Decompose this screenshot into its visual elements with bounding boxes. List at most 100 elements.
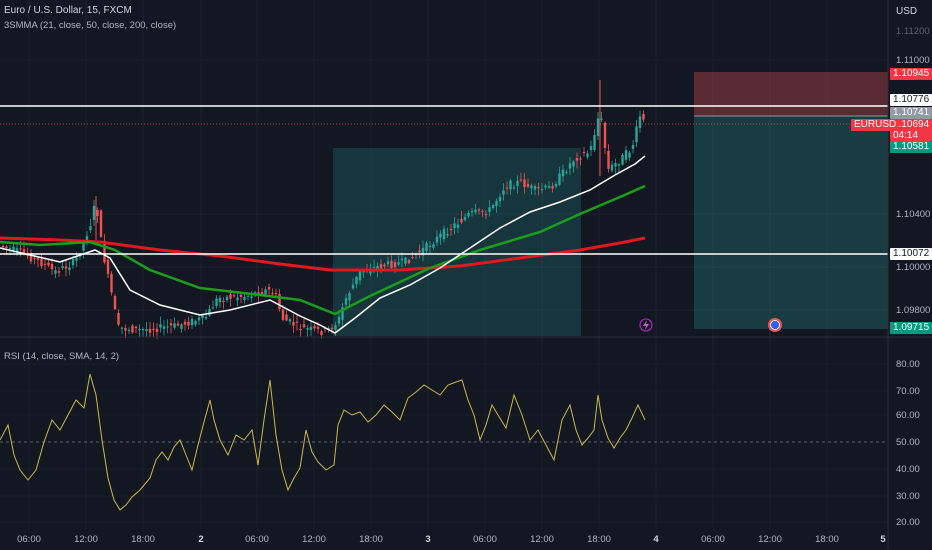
candle-body <box>495 200 498 207</box>
candle-body <box>456 224 460 228</box>
candle-body <box>295 321 299 323</box>
candle-body <box>54 270 57 274</box>
candle-body <box>173 323 176 328</box>
candle-body <box>190 318 194 326</box>
candle-body <box>159 324 162 328</box>
candle-body <box>127 330 131 332</box>
candle-body <box>229 294 232 299</box>
candle-body <box>614 163 617 167</box>
current-price-value: 1.10694 <box>893 119 930 130</box>
candle-body <box>558 173 561 185</box>
candle-body <box>428 246 432 248</box>
symbol-title[interactable]: Euro / U.S. Dollar, 15, FXCM <box>4 5 132 16</box>
candle-body <box>537 186 540 189</box>
candle-body <box>320 331 323 335</box>
candle-countdown: 04:14 <box>893 130 919 141</box>
candle-body <box>624 150 628 160</box>
rsi-tick: 30.00 <box>896 491 920 502</box>
candle-body <box>120 327 124 329</box>
candle-body <box>330 327 334 330</box>
candle-body <box>446 234 449 236</box>
candle-body <box>607 150 610 169</box>
candle-body <box>358 270 362 281</box>
candle-body <box>470 210 474 213</box>
candle-body <box>299 329 302 331</box>
candle-body <box>404 257 407 264</box>
time-label: 18:00 <box>815 534 839 545</box>
candle-body <box>33 257 36 259</box>
candle-body <box>565 171 568 173</box>
candle-body <box>281 309 285 320</box>
candle-body <box>579 158 582 160</box>
candle-body <box>89 226 92 231</box>
candle-body <box>278 293 281 310</box>
price-tick: 1.11000 <box>896 55 930 66</box>
candle-body <box>110 273 113 293</box>
rsi-tick: 80.00 <box>896 359 920 370</box>
candle-body <box>12 246 15 251</box>
candle-body <box>516 180 519 186</box>
candle-body <box>344 298 348 305</box>
candle-body <box>463 217 467 220</box>
candle-body <box>351 284 355 289</box>
time-label: 18:00 <box>131 534 155 545</box>
candle-body <box>467 213 470 217</box>
time-label: 12:00 <box>758 534 782 545</box>
candle-body <box>236 297 239 301</box>
candle-body <box>85 236 89 242</box>
candle-body <box>208 308 211 316</box>
candle-body <box>124 327 127 331</box>
moving-averages <box>0 155 646 334</box>
candle-body <box>169 323 173 326</box>
candle-body <box>383 264 386 267</box>
candle-body <box>197 317 201 321</box>
candle-body <box>505 187 509 189</box>
entry-price-tag: 1.10741 <box>890 107 932 119</box>
candle-body <box>218 297 222 303</box>
time-label: 06:00 <box>473 534 497 545</box>
candle-body <box>498 196 502 202</box>
day-label: 3 <box>425 534 431 545</box>
candle-body <box>68 267 71 270</box>
rsi-tick: 50.00 <box>896 437 920 448</box>
candle-body <box>99 210 103 237</box>
candle-body <box>533 186 537 190</box>
candle-body <box>348 293 351 301</box>
candle-body <box>442 228 446 240</box>
candle-body <box>561 169 565 177</box>
candle-body <box>285 314 288 321</box>
candle-body <box>411 257 414 259</box>
day-label: 4 <box>653 534 659 545</box>
candle-body <box>568 163 572 169</box>
candle-body <box>71 259 75 266</box>
current-price-tag: 1.10694 04:14 <box>890 119 932 141</box>
event-icons[interactable] <box>639 318 782 332</box>
candle-body <box>355 276 358 285</box>
day-label: 5 <box>880 534 886 545</box>
candle-body <box>250 296 253 298</box>
candle-body <box>600 118 603 120</box>
price-tick: 1.10000 <box>896 262 931 273</box>
rsi-tick: 70.00 <box>896 386 920 397</box>
candle-body <box>491 205 495 209</box>
candle-body <box>617 164 621 166</box>
indicator-legend[interactable]: 3SMMA (21, close, 50, close, 200, close) <box>4 20 177 31</box>
candle-body <box>29 253 33 262</box>
candle-body <box>453 223 456 229</box>
candle-body <box>603 122 607 148</box>
candle-body <box>204 316 208 319</box>
rsi-legend[interactable]: RSI (14, close, SMA, 14, 2) <box>4 351 120 362</box>
candle-body <box>544 185 547 188</box>
candle-body <box>372 266 376 268</box>
candle-body <box>369 271 372 274</box>
currency-label[interactable]: USD <box>896 6 918 17</box>
candle-body <box>610 164 614 171</box>
candle-body <box>302 324 306 328</box>
candle-body <box>47 262 50 266</box>
candle-body <box>117 312 120 325</box>
candle-body <box>215 298 218 306</box>
time-label: 12:00 <box>302 534 326 545</box>
take-profit-zone <box>694 116 888 329</box>
candle-body <box>526 184 530 187</box>
